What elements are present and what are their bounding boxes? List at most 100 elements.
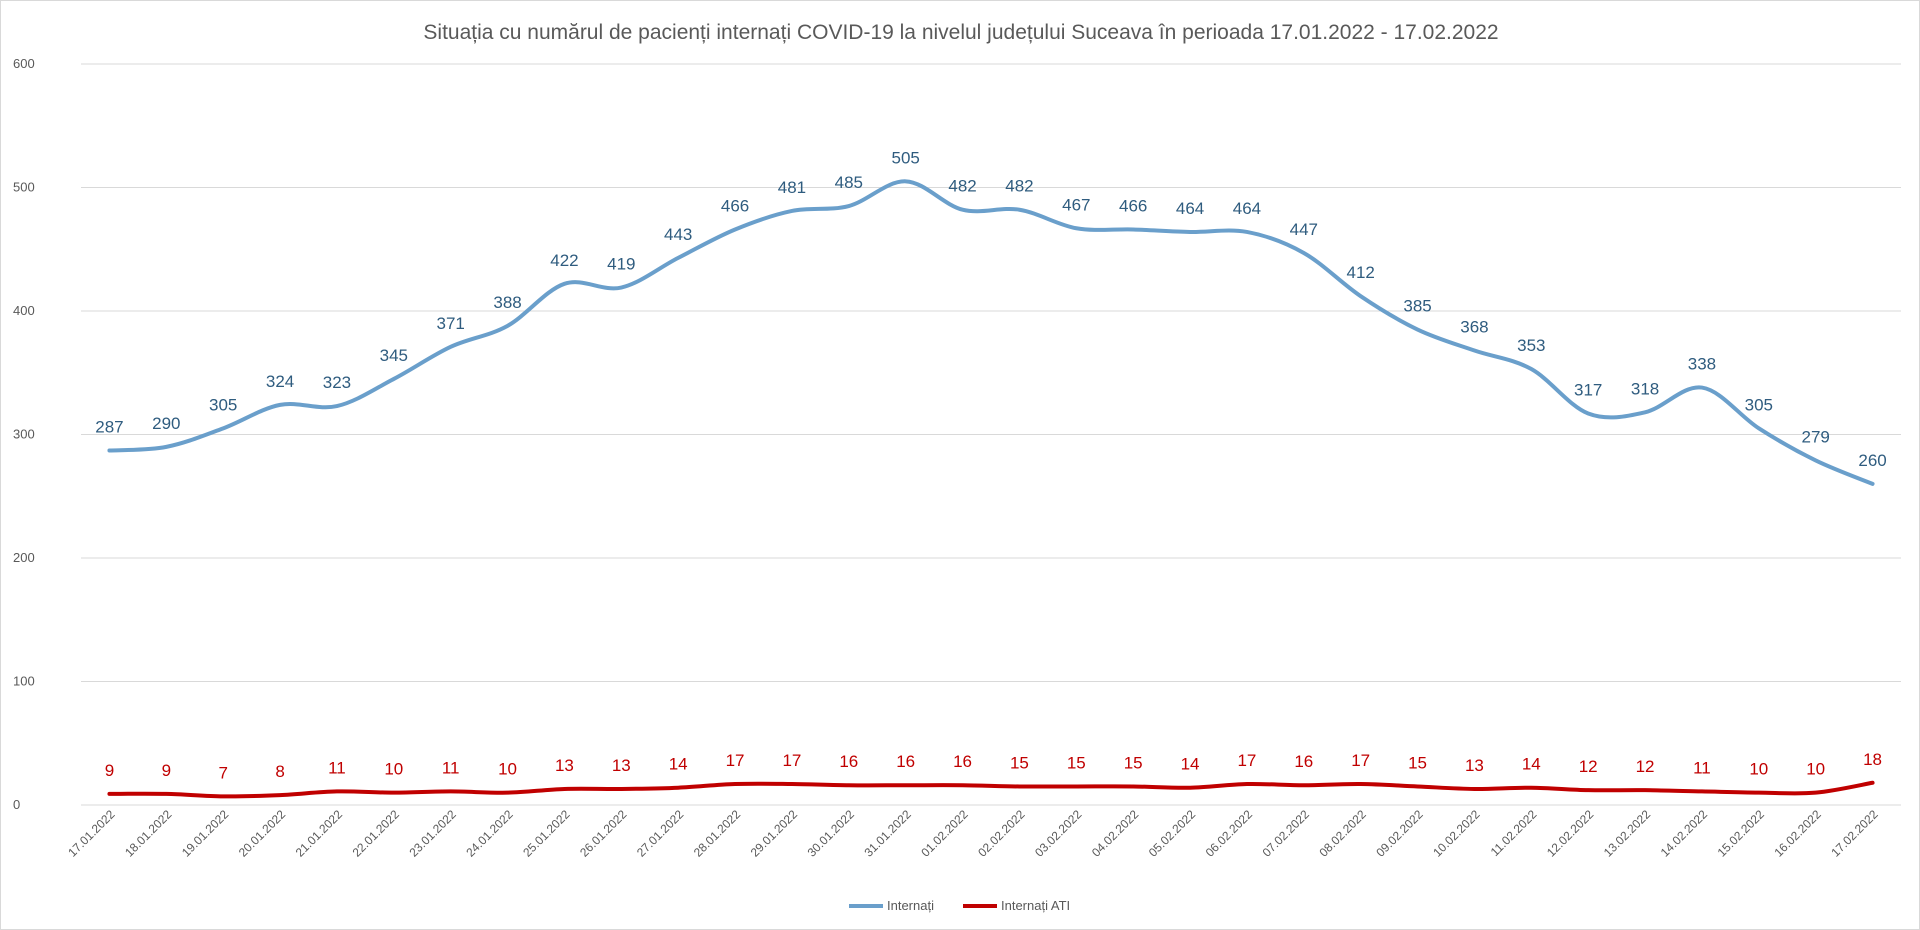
data-label: 14 [1181, 755, 1200, 774]
data-label: 12 [1636, 757, 1655, 776]
data-label: 11 [442, 758, 460, 777]
legend-label: Internați [887, 898, 934, 913]
data-label: 481 [778, 178, 806, 197]
series-lines [107, 179, 1875, 799]
data-label: 464 [1176, 199, 1204, 218]
data-label: 371 [437, 314, 465, 333]
data-labels: 287 290 305 324 323 345 371 388 422 419 443 466 481 4… [95, 148, 1887, 782]
x-tick-label: 04.02.2022 [1089, 807, 1142, 860]
x-tick-label: 10.02.2022 [1430, 807, 1483, 860]
data-label: 13 [555, 756, 574, 775]
data-label: 12 [1579, 757, 1598, 776]
data-label: 16 [1294, 752, 1313, 771]
data-label: 10 [1749, 760, 1768, 779]
y-tick-label: 500 [13, 180, 35, 195]
series-line-0 [107, 179, 1875, 486]
x-tick-label: 13.02.2022 [1601, 807, 1654, 860]
data-label: 385 [1403, 297, 1431, 316]
y-tick-label: 0 [13, 797, 20, 812]
data-label: 443 [664, 225, 692, 244]
x-tick-label: 08.02.2022 [1316, 807, 1369, 860]
data-label: 482 [1005, 177, 1033, 196]
y-tick-label: 300 [13, 427, 35, 442]
data-label: 14 [669, 755, 688, 774]
x-tick-label: 17.01.2022 [65, 807, 118, 860]
x-tick-label: 05.02.2022 [1146, 807, 1199, 860]
x-tick-label: 22.01.2022 [350, 807, 403, 860]
x-tick-label: 27.01.2022 [634, 807, 687, 860]
data-label: 15 [1067, 753, 1086, 772]
x-tick-label: 03.02.2022 [1032, 807, 1085, 860]
x-tick-label: 07.02.2022 [1260, 807, 1313, 860]
x-tick-label: 12.02.2022 [1544, 807, 1597, 860]
x-tick-label: 30.01.2022 [805, 807, 858, 860]
data-label: 279 [1802, 427, 1830, 446]
x-axis-ticks: 17.01.2022 18.01.2022 19.01.2022 20.01.2022… [65, 807, 1881, 860]
data-label: 9 [105, 761, 114, 780]
x-tick-label: 20.01.2022 [236, 807, 289, 860]
data-label: 466 [1119, 196, 1147, 215]
data-label: 10 [498, 760, 517, 779]
data-label: 18 [1863, 750, 1882, 769]
x-tick-label: 24.01.2022 [463, 807, 516, 860]
data-label: 9 [162, 761, 171, 780]
x-tick-label: 23.01.2022 [406, 807, 459, 860]
x-tick-label: 11.02.2022 [1488, 807, 1540, 859]
data-label: 324 [266, 372, 294, 391]
data-label: 16 [896, 752, 915, 771]
data-label: 7 [218, 763, 227, 782]
data-label: 15 [1010, 753, 1029, 772]
data-label: 17 [782, 751, 801, 770]
data-label: 16 [953, 752, 972, 771]
legend: Internați Internați ATI [849, 898, 1070, 913]
data-label: 290 [152, 414, 180, 433]
data-label: 10 [1806, 760, 1825, 779]
data-label: 17 [1237, 751, 1256, 770]
y-tick-label: 100 [13, 674, 35, 689]
data-label: 17 [1351, 751, 1370, 770]
x-tick-label: 21.01.2022 [293, 807, 346, 860]
data-label: 305 [209, 395, 237, 414]
legend-label: Internați ATI [1001, 898, 1070, 913]
x-tick-label: 02.02.2022 [975, 807, 1028, 860]
data-label: 485 [835, 173, 863, 192]
data-label: 318 [1631, 379, 1659, 398]
data-label: 13 [612, 756, 631, 775]
x-tick-label: 28.01.2022 [691, 807, 744, 860]
data-label: 422 [550, 251, 578, 270]
data-label: 447 [1290, 220, 1318, 239]
series-line-1 [107, 780, 1875, 799]
data-label: 338 [1688, 355, 1716, 374]
x-tick-label: 26.01.2022 [577, 807, 630, 860]
data-label: 13 [1465, 756, 1484, 775]
x-tick-label: 19.01.2022 [179, 807, 232, 860]
data-label: 11 [328, 758, 346, 777]
x-tick-label: 06.02.2022 [1203, 807, 1256, 860]
data-label: 260 [1858, 451, 1886, 470]
data-label: 15 [1124, 753, 1143, 772]
x-tick-label: 17.02.2022 [1828, 807, 1881, 860]
data-label: 14 [1522, 755, 1541, 774]
x-tick-label: 14.02.2022 [1658, 807, 1711, 860]
data-label: 10 [384, 760, 403, 779]
data-label: 305 [1745, 395, 1773, 414]
x-tick-label: 16.02.2022 [1771, 807, 1824, 860]
data-label: 8 [275, 762, 284, 781]
x-tick-label: 09.02.2022 [1373, 807, 1426, 860]
data-label: 323 [323, 373, 351, 392]
x-tick-label: 25.01.2022 [520, 807, 573, 860]
data-label: 466 [721, 196, 749, 215]
data-label: 368 [1460, 318, 1488, 337]
data-label: 15 [1408, 753, 1427, 772]
chart-title: Situația cu numărul de pacienți internaț… [423, 21, 1498, 44]
data-label: 482 [948, 177, 976, 196]
data-label: 412 [1347, 263, 1375, 282]
x-tick-label: 01.02.2022 [918, 807, 971, 860]
y-tick-label: 600 [13, 56, 35, 71]
x-tick-label: 29.01.2022 [748, 807, 801, 860]
data-label: 11 [1693, 758, 1711, 777]
data-label: 388 [493, 293, 521, 312]
y-tick-label: 400 [13, 303, 35, 318]
data-label: 467 [1062, 195, 1090, 214]
